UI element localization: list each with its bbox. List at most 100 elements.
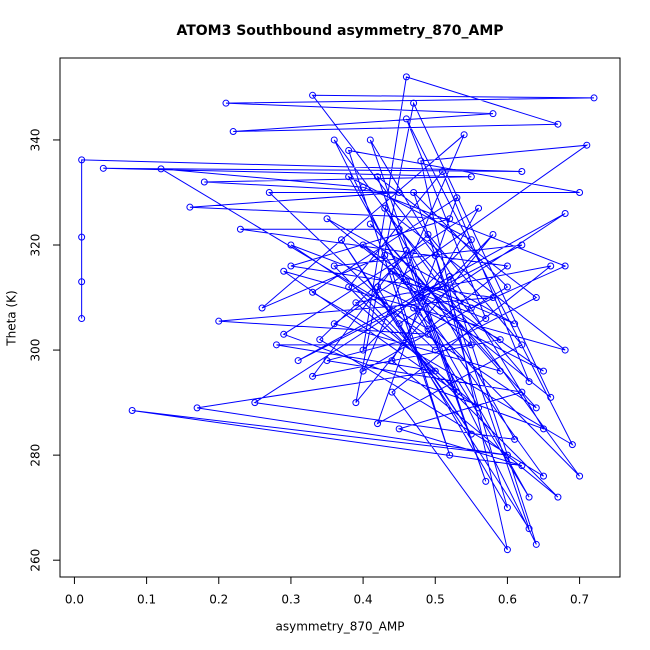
data-point [287,241,295,249]
data-point [467,173,475,181]
data-point [345,173,353,181]
data-point [359,346,367,354]
data-point [352,399,360,407]
data-point [525,378,533,386]
data-point [489,110,497,118]
data-point [337,236,345,244]
data-point [410,188,418,196]
x-tick-label: 0.2 [209,593,228,607]
data-point [402,115,410,123]
data-point [193,404,201,412]
data-point [547,393,555,401]
data-point [475,404,483,412]
data-point [374,173,382,181]
data-point [532,294,540,302]
x-tick-label: 0.3 [281,593,300,607]
data-point [402,73,410,81]
data-point [330,262,338,270]
data-point [323,357,331,365]
data-point [251,399,259,407]
data-point [395,188,403,196]
data-point [345,283,353,291]
data-point [590,94,598,102]
data-point [547,262,555,270]
data-point [395,320,403,328]
data-point [186,203,194,211]
data-point [453,388,461,396]
data-point [265,188,273,196]
data-point [222,99,230,107]
data-point [330,136,338,144]
data-point [424,325,432,333]
plot-box [59,57,621,578]
y-tick-label: 320 [29,234,43,257]
data-point [518,462,526,470]
data-point [352,299,360,307]
y-axis-label: Theta (K) [5,290,19,346]
y-tick-label: 300 [29,339,43,362]
y-tick-label: 340 [29,128,43,151]
data-point [467,341,475,349]
data-point [467,430,475,438]
data-point [78,156,86,164]
data-point [583,141,591,149]
series-line [81,76,595,550]
data-point [489,294,497,302]
data-point [330,320,338,328]
data-point [395,425,403,433]
data-point [309,288,317,296]
data-point [467,236,475,244]
data-point [489,231,497,239]
data-point [446,215,454,223]
data-point [374,420,382,428]
data-point [272,341,280,349]
data-point [309,372,317,380]
data-point [381,204,389,212]
data-point [446,451,454,459]
data-point [554,493,562,501]
data-point [532,404,540,412]
data-point [395,225,403,233]
data-point [388,388,396,396]
data-point [359,183,367,191]
data-point [402,278,410,286]
x-tick-label: 0.1 [137,593,156,607]
data-point [518,241,526,249]
data-point [366,220,374,228]
data-point [78,315,86,323]
data-point [576,472,584,480]
data-point [128,406,136,414]
data-point [446,273,454,281]
data-point [410,99,418,107]
data-point [475,204,483,212]
data-point [561,346,569,354]
chart-title: ATOM3 Southbound asymmetry_870_AMP [176,23,503,39]
x-tick-label: 0.5 [426,593,445,607]
data-point [359,367,367,375]
data-point [496,367,504,375]
data-point [511,435,519,443]
data-point [402,246,410,254]
data-point [316,336,324,344]
data-point [518,167,526,175]
data-point [229,128,237,136]
data-point [540,425,548,433]
data-point [561,262,569,270]
data-point [518,388,526,396]
data-point [431,346,439,354]
data-point [345,146,353,154]
data-point [503,546,511,554]
data-point [287,262,295,270]
data-point [503,283,511,291]
data-point [525,493,533,501]
data-point [431,252,439,260]
data-point [258,304,266,312]
data-point [417,157,425,165]
x-tick-label: 0.6 [498,593,517,607]
data-point [482,477,490,485]
data-point [78,233,86,241]
y-tick-label: 280 [29,444,43,467]
data-point [280,330,288,338]
